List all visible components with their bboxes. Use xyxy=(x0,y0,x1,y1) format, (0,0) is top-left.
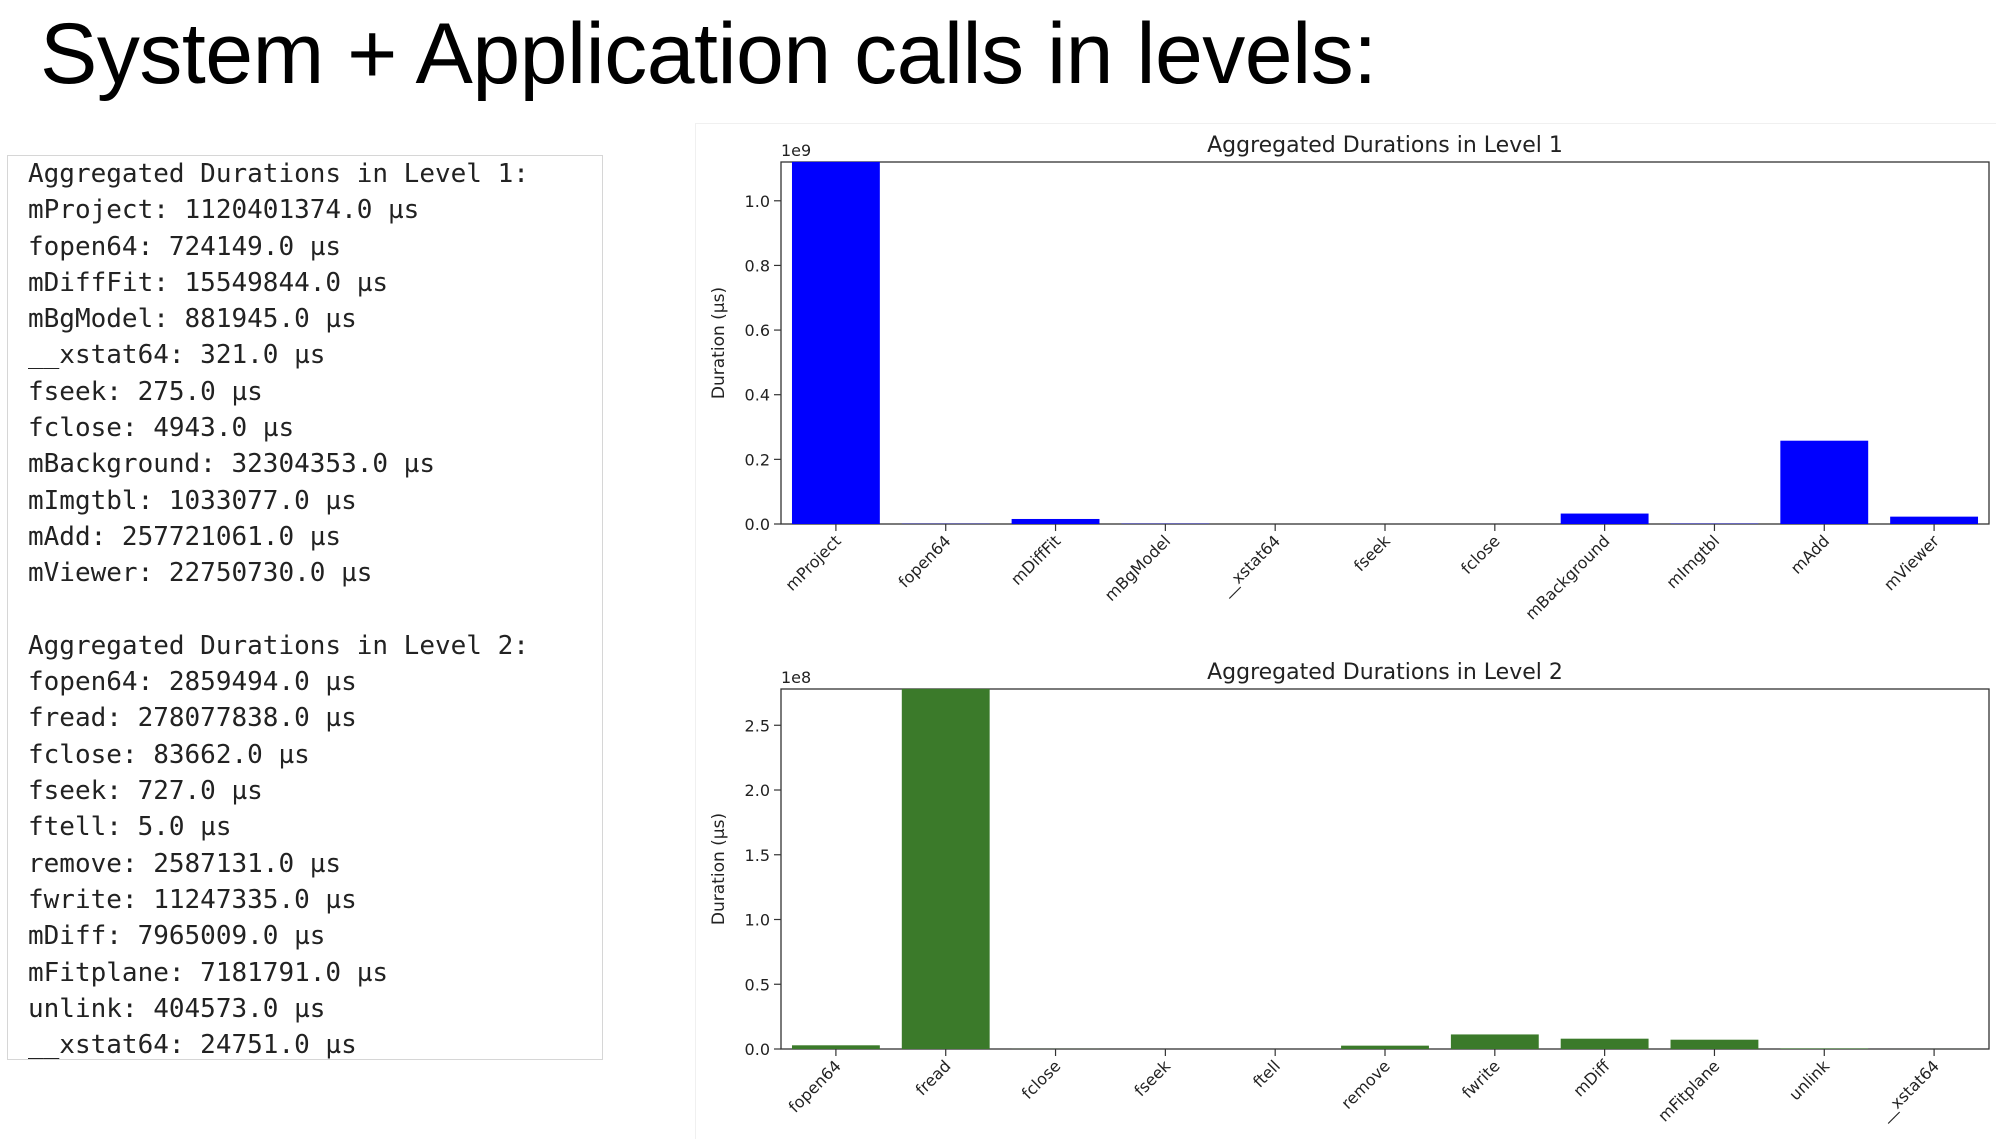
log-line: fclose: 4943.0 µs xyxy=(28,413,295,444)
log-line: fwrite: 11247335.0 µs xyxy=(28,884,357,915)
log-line: mViewer: 22750730.0 µs xyxy=(28,558,373,589)
log-output-panel: Aggregated Durations in Level 1: mProjec… xyxy=(7,155,603,1060)
x-tick-label: mImgtbl xyxy=(1663,531,1724,592)
x-tick-label: mProject xyxy=(782,531,845,594)
log-line: mDiff: 7965009.0 µs xyxy=(28,921,326,952)
log-header-level-1: Aggregated Durations in Level 1: xyxy=(28,159,529,189)
log-line: fclose: 83662.0 µs xyxy=(28,739,310,770)
log-line: fread: 278077838.0 µs xyxy=(28,703,357,734)
x-tick-label: __xstat64 xyxy=(1216,531,1285,600)
x-tick-label: __xstat64 xyxy=(1875,1056,1944,1125)
log-line: ftell: 5.0 µs xyxy=(28,812,232,843)
bar-fread xyxy=(901,688,990,1049)
bar-mViewer xyxy=(1890,516,1979,524)
bar-mAdd xyxy=(1780,440,1869,524)
chart-2-scale-label: 1e8 xyxy=(781,668,811,687)
bar-mFitplane xyxy=(1670,1039,1759,1049)
bar-fopen64 xyxy=(791,1045,880,1049)
x-tick-label: mBackground xyxy=(1522,531,1614,623)
y-tick-label: 1.0 xyxy=(745,911,770,930)
log-line: mBgModel: 881945.0 µs xyxy=(28,304,357,335)
log-line: fseek: 275.0 µs xyxy=(28,376,263,407)
x-tick-label: mBgModel xyxy=(1101,531,1174,604)
x-tick-label: fopen64 xyxy=(785,1056,845,1116)
y-tick-label: 0.0 xyxy=(745,515,770,534)
x-tick-label: fwrite xyxy=(1458,1056,1504,1102)
log-line: remove: 2587131.0 µs xyxy=(28,848,342,879)
x-tick-label: fopen64 xyxy=(895,531,955,591)
log-line: fopen64: 724149.0 µs xyxy=(28,231,342,262)
x-tick-label: unlink xyxy=(1785,1056,1833,1104)
x-tick-label: remove xyxy=(1337,1056,1393,1112)
log-line: mFitplane: 7181791.0 µs xyxy=(28,957,389,988)
bar-remove xyxy=(1341,1045,1429,1049)
bar-mDiff xyxy=(1560,1038,1649,1049)
log-line: fseek: 727.0 µs xyxy=(28,776,263,807)
y-tick-label: 2.0 xyxy=(745,781,770,800)
y-tick-label: 1.0 xyxy=(745,192,770,211)
x-tick-label: fclose xyxy=(1457,531,1504,578)
log-line: mBackground: 32304353.0 µs xyxy=(28,449,435,480)
log-line: unlink: 404573.0 µs xyxy=(28,993,326,1024)
bar-mDiffFit xyxy=(1011,518,1100,524)
x-tick-label: fread xyxy=(912,1056,955,1099)
bar-unlink xyxy=(1780,1048,1869,1049)
log-line: mImgtbl: 1033077.0 µs xyxy=(28,485,357,516)
chart-1-title: Aggregated Durations in Level 1 xyxy=(1207,133,1563,158)
y-tick-label: 0.5 xyxy=(745,975,770,994)
log-line: fopen64: 2859494.0 µs xyxy=(28,667,357,698)
log-header-level-2: Aggregated Durations in Level 2: xyxy=(28,630,529,661)
y-tick-label: 0.8 xyxy=(745,256,770,275)
x-tick-label: mViewer xyxy=(1880,531,1943,594)
log-line: __xstat64: 24751.0 µs xyxy=(28,1030,357,1060)
x-tick-label: mDiffFit xyxy=(1007,531,1064,588)
y-tick-label: 0.0 xyxy=(745,1040,770,1059)
charts-panel: Aggregated Durations in Level 1 1e9 Durati… xyxy=(695,123,1996,1139)
bar-charts: Aggregated Durations in Level 1 1e9 Durati… xyxy=(709,133,1990,1126)
log-line: __xstat64: 321.0 µs xyxy=(28,340,326,371)
x-tick-label: mFitplane xyxy=(1654,1056,1723,1125)
bar-mBackground xyxy=(1560,513,1649,524)
slide-title: System + Application calls in levels: xyxy=(40,6,1377,102)
x-tick-label: ftell xyxy=(1249,1056,1284,1091)
chart-1-y-axis-label: Duration (µs) xyxy=(709,287,729,399)
log-spacer xyxy=(28,592,602,628)
log-line: mAdd: 257721061.0 µs xyxy=(28,521,342,552)
y-tick-label: 0.6 xyxy=(745,321,770,340)
x-tick-label: fseek xyxy=(1130,1056,1174,1100)
bar-mProject xyxy=(791,161,880,524)
chart-2-y-axis-label: Duration (µs) xyxy=(709,813,729,925)
bar-fwrite xyxy=(1450,1034,1539,1049)
log-line: mDiffFit: 15549844.0 µs xyxy=(28,267,389,298)
y-tick-label: 1.5 xyxy=(745,846,770,865)
y-tick-label: 0.2 xyxy=(745,450,770,469)
y-tick-label: 0.4 xyxy=(745,386,770,405)
x-tick-label: mDiff xyxy=(1569,1056,1614,1101)
log-line: mProject: 1120401374.0 µs xyxy=(28,195,420,226)
chart-2-title: Aggregated Durations in Level 2 xyxy=(1207,660,1563,685)
x-tick-label: mAdd xyxy=(1787,531,1833,577)
x-tick-label: fseek xyxy=(1350,531,1394,575)
x-tick-label: fclose xyxy=(1018,1056,1065,1103)
y-tick-label: 2.5 xyxy=(745,716,770,735)
chart-1-scale-label: 1e9 xyxy=(781,141,811,160)
